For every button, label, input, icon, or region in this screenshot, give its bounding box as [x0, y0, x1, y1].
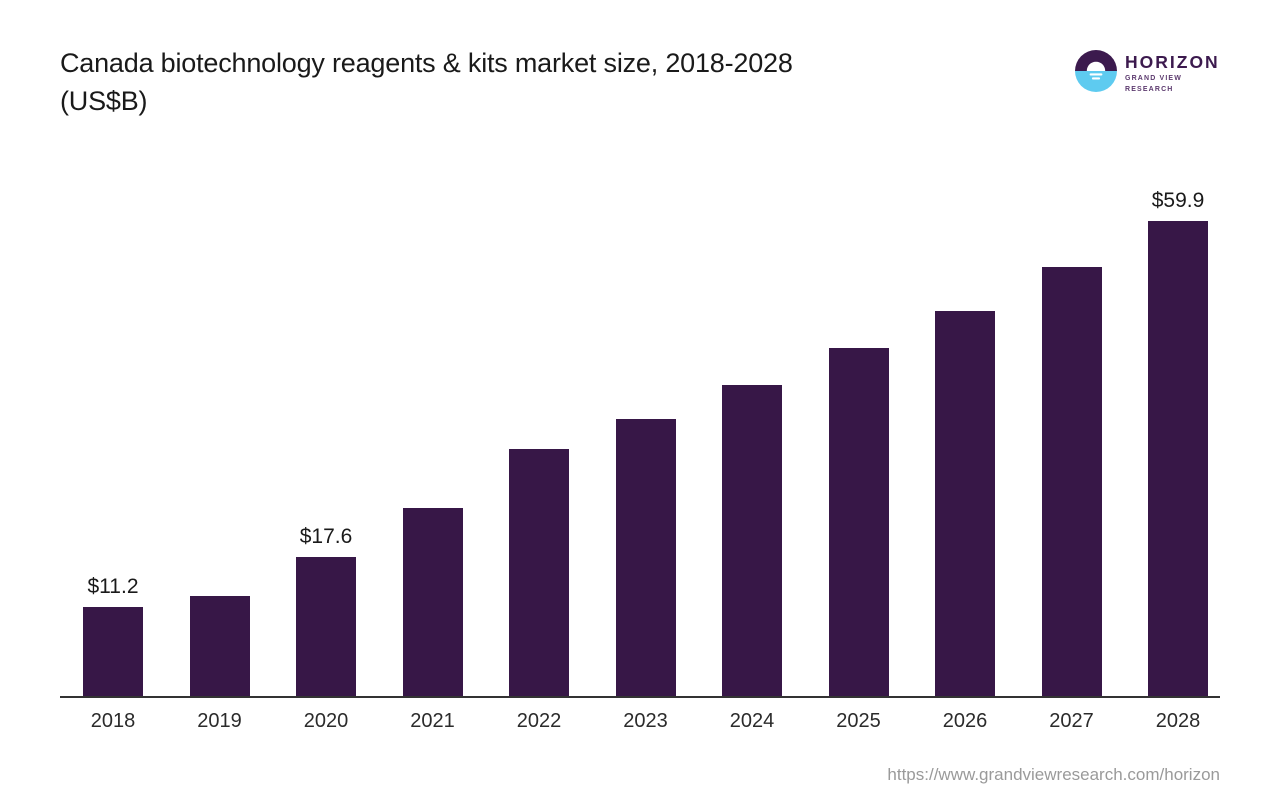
- x-tick-label-2018: 2018: [90, 710, 136, 732]
- page-title: Canada biotechnology reagents & kits mar…: [60, 48, 793, 116]
- x-tick-label-2019: 2019: [197, 710, 242, 732]
- x-tick-label-2020: 2020: [303, 710, 349, 732]
- brand-logo: HORIZON GRAND VIEW RESEARCH: [1075, 48, 1225, 94]
- x-axis-line: [60, 696, 1220, 698]
- logo-brand-name: HORIZON: [1125, 52, 1220, 72]
- bar-2023[interactable]: [615, 418, 676, 696]
- bar-2025[interactable]: [828, 348, 889, 696]
- x-tick-label-2026: 2026: [942, 710, 988, 732]
- bar-value-label-2020: $17.6: [299, 524, 353, 548]
- bar-value-label-2018: $11.2: [87, 575, 139, 599]
- bar-2020[interactable]: [296, 556, 356, 696]
- bar-2018[interactable]: [83, 607, 143, 696]
- x-tick-label-2023: 2023: [623, 710, 668, 732]
- bar-2022[interactable]: [509, 448, 569, 696]
- x-tick-label-2028: 2028: [1155, 710, 1201, 732]
- source-url[interactable]: https://www.grandviewresearch.com/horizo…: [887, 765, 1220, 784]
- horizon-sunrise-circle-icon: [1075, 50, 1117, 92]
- bar-2024[interactable]: [722, 384, 782, 696]
- bar-value-label-2028: $59.9: [1151, 189, 1205, 213]
- bar-2028[interactable]: [1148, 221, 1208, 696]
- logo-wordmark: HORIZON GRAND VIEW RESEARCH: [1125, 53, 1225, 95]
- x-tick-label-2024: 2024: [729, 710, 775, 732]
- x-tick-label-2021: 2021: [410, 710, 455, 732]
- x-tick-label-2022: 2022: [516, 710, 562, 732]
- bar-2027[interactable]: [1041, 267, 1102, 696]
- bar-2021[interactable]: [402, 508, 463, 696]
- chart-header: Canada biotechnology reagents & kits mar…: [0, 0, 1280, 150]
- x-tick-label-2025: 2025: [836, 710, 881, 732]
- x-tick-label-2027: 2027: [1049, 710, 1094, 732]
- logo-tagline: GRAND VIEW RESEARCH: [1125, 75, 1182, 93]
- bar-2019[interactable]: [189, 596, 250, 696]
- bar-2026[interactable]: [935, 310, 995, 696]
